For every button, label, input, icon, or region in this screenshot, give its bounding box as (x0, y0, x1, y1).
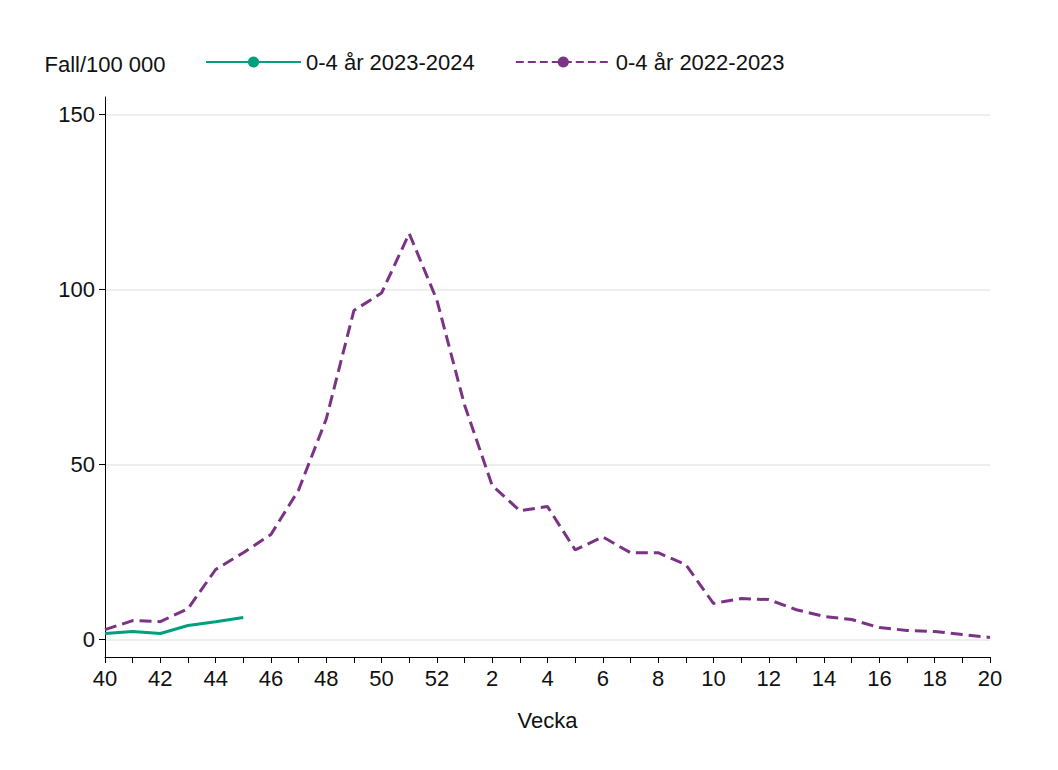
svg-text:16: 16 (867, 666, 891, 691)
svg-text:10: 10 (701, 666, 725, 691)
svg-text:52: 52 (425, 666, 449, 691)
svg-text:42: 42 (148, 666, 172, 691)
svg-text:44: 44 (203, 666, 227, 691)
svg-text:20: 20 (978, 666, 1002, 691)
svg-text:12: 12 (757, 666, 781, 691)
svg-text:100: 100 (58, 277, 95, 302)
svg-text:50: 50 (369, 666, 393, 691)
svg-text:50: 50 (71, 452, 95, 477)
svg-text:2: 2 (486, 666, 498, 691)
svg-text:0: 0 (83, 627, 95, 652)
svg-text:18: 18 (922, 666, 946, 691)
svg-text:Vecka: Vecka (518, 708, 579, 733)
svg-text:48: 48 (314, 666, 338, 691)
svg-text:40: 40 (93, 666, 117, 691)
svg-text:0-4 år 2022-2023: 0-4 år 2022-2023 (616, 50, 785, 75)
svg-text:150: 150 (58, 102, 95, 127)
svg-text:46: 46 (259, 666, 283, 691)
svg-text:14: 14 (812, 666, 836, 691)
svg-text:4: 4 (541, 666, 553, 691)
svg-text:6: 6 (597, 666, 609, 691)
svg-text:8: 8 (652, 666, 664, 691)
svg-text:Fall/100 000: Fall/100 000 (44, 52, 165, 77)
svg-text:0-4 år 2023-2024: 0-4 år 2023-2024 (306, 50, 475, 75)
